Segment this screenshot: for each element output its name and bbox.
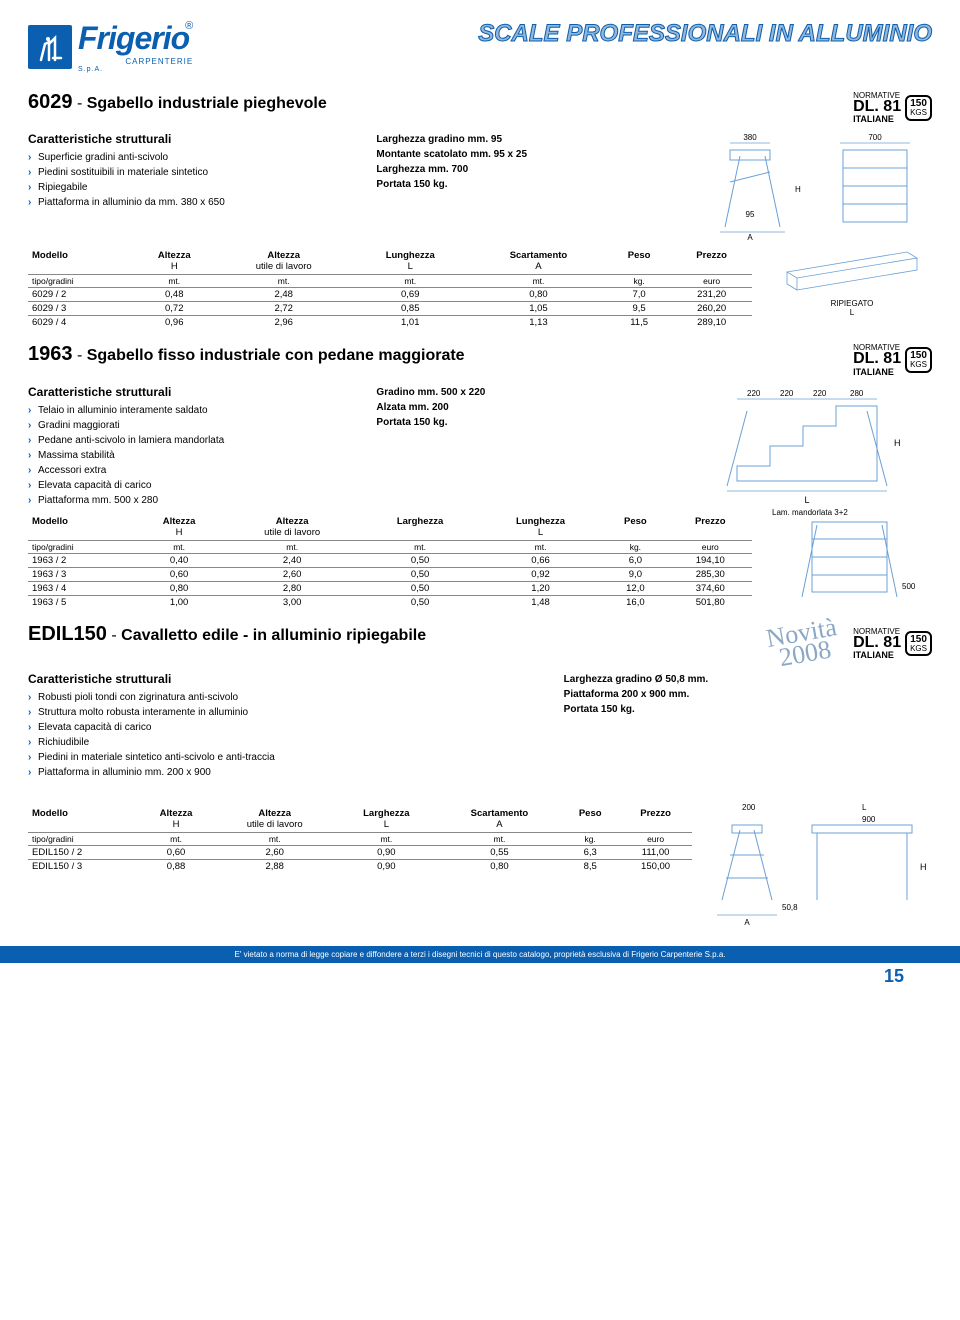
- table-row: 1963 / 51,003,000,501,4816,0501,80: [28, 595, 752, 609]
- characteristics: Caratteristiche strutturali Robusti piol…: [28, 672, 544, 780]
- product-edil150: EDIL150 - Cavalletto edile - in allumini…: [28, 623, 932, 933]
- svg-text:H: H: [920, 862, 927, 872]
- svg-text:500: 500: [902, 582, 916, 591]
- table-row: 1963 / 20,402,400,500,666,0194,10: [28, 553, 752, 567]
- brand-spa: S.p.A.: [78, 66, 193, 73]
- diagram-6029: 380 H 95 A 700: [692, 132, 932, 242]
- brand-sub: CARPENTERIE: [78, 57, 193, 66]
- diagram-1963: 220 220 220 280 H L: [692, 385, 932, 508]
- svg-text:L: L: [804, 495, 809, 505]
- table-row: 1963 / 30,602,600,500,929,0285,30: [28, 567, 752, 581]
- bullet-list: Superficie gradini anti-scivoloPiedini s…: [28, 150, 356, 210]
- svg-text:A: A: [747, 233, 753, 242]
- table-edil150: ModelloAltezzaAltezzaLarghezzaScartament…: [28, 806, 692, 873]
- brand-name: Frigerio: [78, 20, 189, 57]
- side-diagram-6029: RIPIEGATO L: [772, 242, 932, 317]
- svg-text:200: 200: [742, 803, 756, 812]
- logo-mark-icon: [28, 25, 72, 69]
- svg-text:L: L: [862, 803, 867, 812]
- product-6029: 6029 - Sgabello industriale pieghevole N…: [28, 91, 932, 329]
- svg-text:95: 95: [745, 210, 754, 219]
- table-6029: ModelloAltezzaAltezzaLunghezzaScartament…: [28, 248, 752, 329]
- page-number: 15: [884, 966, 904, 987]
- table-row: EDIL150 / 30,882,880,900,808,5150,00: [28, 860, 692, 874]
- svg-text:900: 900: [862, 815, 876, 824]
- table-1963: ModelloAltezzaAltezzaLarghezzaLunghezzaP…: [28, 514, 752, 609]
- normative-badge: NORMATIVEDL. 81ITALIANE 150KGS: [853, 627, 932, 660]
- characteristics: Caratteristiche strutturali Superficie g…: [28, 132, 356, 242]
- svg-text:280: 280: [850, 389, 864, 398]
- registered-icon: ®: [185, 20, 193, 32]
- svg-text:700: 700: [868, 133, 882, 142]
- side-diagram-1963: Lam. mandorlata 3+2 500: [772, 508, 932, 604]
- novita-badge: Novità2008: [765, 617, 842, 670]
- svg-text:H: H: [894, 438, 901, 448]
- table-row: 1963 / 40,802,800,501,2012,0374,60: [28, 581, 752, 595]
- product-title: 1963 - Sgabello fisso industriale con pe…: [28, 343, 465, 366]
- table-row: 6029 / 40,962,961,011,1311,5289,10: [28, 316, 752, 330]
- brand-logo: Frigerio® CARPENTERIE S.p.A.: [28, 20, 193, 73]
- product-title: EDIL150 - Cavalletto edile - in allumini…: [28, 623, 426, 646]
- svg-text:A: A: [744, 918, 750, 927]
- svg-text:220: 220: [780, 389, 794, 398]
- table-row: EDIL150 / 20,602,600,900,556,3111,00: [28, 846, 692, 860]
- normative-badge: NORMATIVEDL. 81ITALIANE 150KGS: [853, 343, 932, 376]
- svg-text:220: 220: [747, 389, 761, 398]
- table-row: 6029 / 20,482,480,690,807,0231,20: [28, 288, 752, 302]
- characteristics: Caratteristiche strutturali Telaio in al…: [28, 385, 356, 508]
- product-title: 6029 - Sgabello industriale pieghevole: [28, 91, 327, 114]
- page-title: SCALE PROFESSIONALI IN ALLUMINIO: [478, 20, 932, 48]
- specs: Larghezza gradino Ø 50,8 mm.Piattaforma …: [564, 672, 932, 780]
- page-header: Frigerio® CARPENTERIE S.p.A. SCALE PROFE…: [28, 20, 932, 73]
- side-diagram-edil: 200 L 900 H A 50,8: [712, 800, 932, 932]
- svg-text:50,8: 50,8: [782, 903, 798, 912]
- svg-text:380: 380: [743, 133, 757, 142]
- svg-text:H: H: [795, 185, 801, 194]
- normative-badge: NORMATIVEDL. 81ITALIANE 150KGS: [853, 91, 932, 124]
- table-row: 6029 / 30,722,720,851,059,5260,20: [28, 302, 752, 316]
- product-1963: 1963 - Sgabello fisso industriale con pe…: [28, 343, 932, 608]
- specs: Larghezza gradino mm. 95Montante scatola…: [376, 132, 672, 242]
- svg-text:220: 220: [813, 389, 827, 398]
- specs: Gradino mm. 500 x 220Alzata mm. 200Porta…: [376, 385, 672, 508]
- footer-disclaimer: E' vietato a norma di legge copiare e di…: [0, 946, 960, 963]
